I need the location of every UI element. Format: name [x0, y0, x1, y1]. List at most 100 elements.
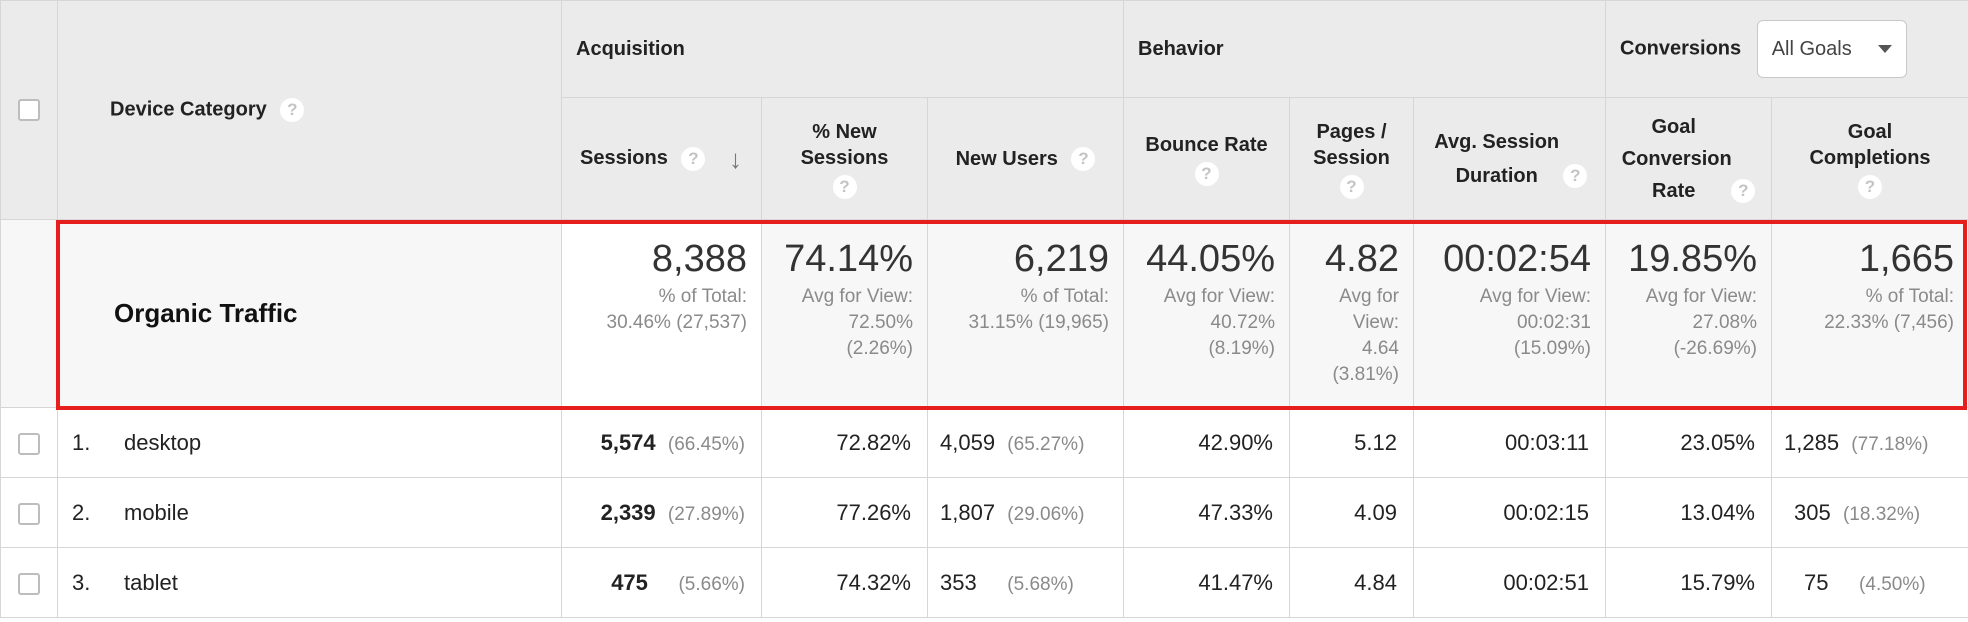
pct-new-sessions-cell: 74.32% — [761, 547, 928, 618]
summary-caption: 4.64 — [1362, 338, 1399, 359]
new-users-label: New Users — [955, 147, 1058, 170]
select-all-checkbox[interactable] — [18, 99, 40, 122]
summary-caption: (2.26%) — [846, 338, 913, 359]
help-icon[interactable]: ? — [1858, 174, 1882, 199]
table-row[interactable]: 3. tablet 475 (5.66%) 74.32% 353 (5.68%) … — [0, 547, 1968, 618]
pages-session-column-header[interactable]: Pages / Session ? — [1289, 97, 1414, 220]
goal-select-dropdown[interactable]: All Goals — [1756, 20, 1907, 78]
avg-session-duration-cell: 00:02:51 — [1413, 547, 1606, 618]
goal-completions-label: Goal Completions — [1809, 120, 1931, 169]
sort-descending-icon[interactable]: ↓ — [728, 143, 742, 174]
help-icon[interactable]: ? — [1563, 164, 1588, 189]
summary-goal-conversion-rate: 19.85% Avg for View: 27.08% (-26.69%) — [1605, 219, 1772, 408]
pct-new-sessions-cell: 77.26% — [761, 477, 928, 548]
summary-caption: Avg for View: — [801, 286, 913, 307]
select-all-cell — [0, 0, 58, 220]
goal-conversion-rate-column-header[interactable]: Goal Conversion Rate ? — [1605, 97, 1772, 220]
table-row[interactable]: 1. desktop 5,574 (66.45%) 72.82% 4,059 (6… — [0, 407, 1968, 478]
sessions-pct: (66.45%) — [667, 433, 745, 455]
row-index: 3. — [72, 569, 91, 595]
avg-session-duration-cell: 00:03:11 — [1413, 407, 1606, 478]
sessions-pct: (27.89%) — [667, 503, 745, 525]
goal-conversion-rate-cell: 23.05% — [1605, 407, 1772, 478]
table-row[interactable]: 2. mobile 2,339 (27.89%) 77.26% 1,807 (29… — [0, 477, 1968, 548]
row-select-cell — [0, 407, 58, 478]
behavior-group-header: Behavior — [1123, 0, 1606, 98]
goal-completions-cell: 1,285 (77.18%) — [1771, 407, 1968, 478]
goal-completions-pct: (77.18%) — [1851, 433, 1929, 455]
row-index: 2. — [72, 499, 91, 525]
pct-new-sessions-label: % New Sessions — [800, 120, 889, 169]
summary-blank-cell — [0, 219, 58, 408]
summary-value: 44.05% — [1146, 238, 1275, 280]
summary-bounce-rate: 44.05% Avg for View: 40.72% (8.19%) — [1123, 219, 1290, 408]
summary-caption: View: — [1352, 312, 1399, 333]
help-icon[interactable]: ? — [1731, 179, 1756, 204]
summary-caption: 30.46% (27,537) — [606, 312, 748, 333]
summary-value: 4.82 — [1325, 238, 1399, 280]
new-users-cell: 4,059 (65.27%) — [927, 407, 1124, 478]
new-users-value: 4,059 — [940, 429, 996, 455]
row-checkbox[interactable] — [18, 502, 40, 525]
help-icon[interactable]: ? — [1339, 174, 1364, 199]
pages-session-cell: 4.09 — [1289, 477, 1414, 548]
summary-value: 19.85% — [1628, 238, 1757, 280]
summary-caption: Avg for — [1339, 286, 1399, 307]
summary-avg-session-duration: 00:02:54 Avg for View: 00:02:31 (15.09%) — [1413, 219, 1606, 408]
sessions-cell: 475 (5.66%) — [561, 547, 762, 618]
summary-value: 8,388 — [651, 238, 747, 280]
new-users-column-header[interactable]: New Users ? — [927, 97, 1124, 220]
sessions-column-header[interactable]: Sessions ? ↓ — [561, 97, 762, 220]
new-users-pct: (65.27%) — [1007, 433, 1085, 455]
device-cell: 1. desktop — [57, 407, 562, 478]
pages-session-cell: 5.12 — [1289, 407, 1414, 478]
goal-conversion-rate-cell: 15.79% — [1605, 547, 1772, 618]
new-users-value: 1,807 — [940, 499, 996, 525]
device-category-header[interactable]: Device Category ? — [57, 0, 562, 220]
summary-caption: % of Total: — [658, 286, 747, 307]
bounce-rate-label: Bounce Rate — [1145, 133, 1268, 156]
summary-value: 6,219 — [1013, 238, 1109, 280]
summary-caption: (-26.69%) — [1673, 338, 1757, 359]
summary-caption: 00:02:31 — [1517, 312, 1591, 333]
acquisition-group-header: Acquisition — [561, 0, 1124, 98]
sessions-value: 5,574 — [600, 429, 656, 455]
new-users-cell: 353 (5.68%) — [927, 547, 1124, 618]
help-icon[interactable]: ? — [280, 98, 305, 122]
help-icon[interactable]: ? — [1194, 161, 1219, 186]
row-checkbox[interactable] — [18, 432, 40, 455]
help-icon[interactable]: ? — [1071, 147, 1096, 172]
bounce-rate-cell: 47.33% — [1123, 477, 1290, 548]
segment-name: Organic Traffic — [114, 298, 298, 328]
new-users-cell: 1,807 (29.06%) — [927, 477, 1124, 548]
summary-caption: % of Total: — [1020, 286, 1109, 307]
conversions-label: Conversions — [1620, 37, 1742, 60]
device-link[interactable]: mobile — [124, 499, 189, 525]
summary-caption: Avg for View: — [1645, 286, 1757, 307]
row-checkbox[interactable] — [18, 572, 40, 595]
row-select-cell — [0, 477, 58, 548]
bounce-rate-column-header[interactable]: Bounce Rate ? — [1123, 97, 1290, 220]
new-users-pct: (29.06%) — [1007, 503, 1085, 525]
avg-session-duration-cell: 00:02:15 — [1413, 477, 1606, 548]
help-icon[interactable]: ? — [681, 146, 706, 171]
help-icon[interactable]: ? — [832, 174, 857, 199]
device-link[interactable]: tablet — [124, 569, 178, 595]
bounce-rate-cell: 41.47% — [1123, 547, 1290, 618]
summary-value: 00:02:54 — [1443, 238, 1591, 280]
summary-value: 1,665 — [1858, 238, 1954, 280]
avg-session-duration-column-header[interactable]: Avg. Session Duration ? — [1413, 97, 1606, 220]
device-link[interactable]: desktop — [124, 429, 202, 455]
summary-goal-completions: 1,665 % of Total: 22.33% (7,456) — [1771, 219, 1968, 408]
pct-new-sessions-column-header[interactable]: % New Sessions ? — [761, 97, 928, 220]
summary-caption: (8.19%) — [1208, 338, 1275, 359]
summary-value: 74.14% — [784, 238, 913, 280]
conversions-group-header: Conversions All Goals — [1605, 0, 1968, 98]
summary-caption: Avg for View: — [1479, 286, 1591, 307]
goal-completions-cell: 305 (18.32%) — [1771, 477, 1968, 548]
goal-completions-pct: (18.32%) — [1842, 503, 1921, 525]
summary-row: Organic Traffic 8,388 % of Total: 30.46%… — [0, 219, 1968, 408]
summary-caption: % of Total: — [1865, 286, 1954, 307]
goal-completions-column-header[interactable]: Goal Completions ? — [1771, 97, 1968, 220]
